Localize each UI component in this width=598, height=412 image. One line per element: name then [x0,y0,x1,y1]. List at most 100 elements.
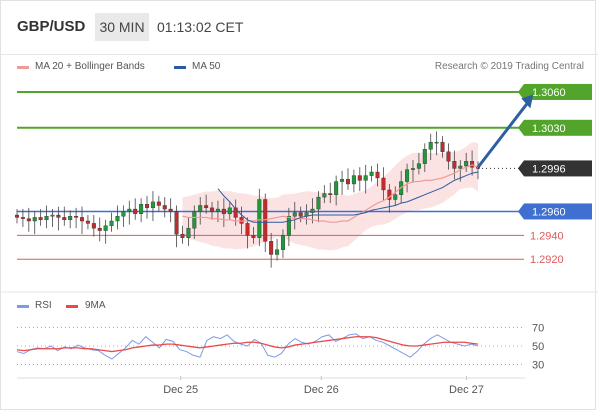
candle-body [74,216,79,218]
candle-body [245,223,250,236]
candle-body [204,205,209,209]
candle-body [85,220,90,224]
x-tick-label: Dec 26 [304,384,339,396]
candle-body [26,218,31,222]
x-tick-label: Dec 27 [449,384,484,396]
level-tag-pointer-1.3060 [518,83,524,100]
rsi-swatch [17,305,29,308]
candle-body [233,207,238,218]
level-tag-pointer-1.2996 [518,160,524,177]
candle-body [80,217,85,222]
ma50-line [217,171,479,223]
candle-body [340,178,345,182]
rsi-ma-swatch [66,305,78,308]
credit-text: Research © 2019 Trading Central [434,61,584,72]
candle-body [162,205,167,210]
candle-body [428,141,433,150]
candle-body [328,193,333,195]
candle-body [257,199,262,238]
candle-body [416,163,421,169]
level-label-1.3060: 1.3060 [532,87,566,99]
candle-body [210,207,215,212]
candle-body [298,212,303,217]
candle-body [322,193,327,198]
level-label-1.2960: 1.2960 [532,206,566,218]
candle-body [316,196,321,210]
ma20-line [182,164,479,223]
candle-body [345,178,350,185]
main-legend: MA 20 + Bollinger Bands MA 50 Research ©… [0,58,598,76]
level-tag-pointer-1.3030 [518,119,524,136]
candle-body [56,214,61,218]
candle-body [280,235,285,250]
candle-body [50,214,55,217]
candle-body [103,225,108,231]
candle-body [180,233,185,238]
timeframe-button[interactable]: 30 MIN [95,13,149,41]
level-tag-1.3060 [524,83,592,100]
legend-rsi-ma-label: 9MA [85,300,106,311]
candle-body [62,217,67,221]
candle-body [357,175,362,181]
forecast-arrow-head [521,94,534,109]
candle-body [310,208,315,213]
legend-ma20-label: MA 20 + Bollinger Bands [35,61,145,72]
candle-body [145,204,150,209]
level-tag-1.2960 [524,203,592,220]
legend-ma50-label: MA 50 [192,61,221,72]
candle-body [215,208,220,212]
candle-body [410,168,415,170]
rsi-legend: RSI 9MA [0,297,300,313]
candle-body [292,212,297,217]
candle-body [405,169,410,182]
rsi-ma-line [16,336,479,353]
candle-body [458,165,463,169]
rsi-tick-50: 50 [532,341,544,353]
level-label-1.2920: 1.2920 [530,254,564,266]
candle-body [387,189,392,200]
candle-body [334,181,339,195]
rsi-tick-30: 30 [532,360,544,372]
candle-body [251,235,256,238]
candle-body [464,161,469,167]
candle-body [198,205,203,212]
candle-body [139,204,144,215]
candle-body [121,211,126,217]
candle-body [286,216,291,236]
rsi-line [16,333,479,360]
candle-body [440,141,445,152]
candle-body [68,216,73,221]
timestamp: 01:13:02 CET [157,19,244,35]
level-tag-pointer-1.2960 [518,203,524,220]
candle-body [434,141,439,144]
candle-body [44,216,49,221]
level-tag-1.2996 [524,160,592,177]
instrument-title: GBP/USD [17,18,86,35]
candle-body [375,171,380,179]
candle-body [393,194,398,200]
level-label-1.2940: 1.2940 [530,230,564,242]
level-tag-1.3030 [524,119,592,136]
candle-body [38,217,43,221]
candle-body [221,208,226,215]
candle-body [452,161,457,169]
forecast-arrow-shaft [476,102,529,169]
candle-body [150,201,155,209]
candle-body [351,175,356,185]
candle-body [97,227,102,231]
candle-body [186,227,191,238]
candle-body [109,220,114,226]
candle-body [369,171,374,176]
candle-body [275,249,280,255]
x-tick-label: Dec 25 [163,384,198,396]
candle-body [32,217,37,222]
candle-body [227,207,232,215]
candle-body [381,177,386,191]
candle-body [174,211,179,235]
candle-body [192,211,197,229]
candle-body [127,208,132,212]
candle-body [363,175,368,181]
level-label-1.3030: 1.3030 [532,123,566,135]
